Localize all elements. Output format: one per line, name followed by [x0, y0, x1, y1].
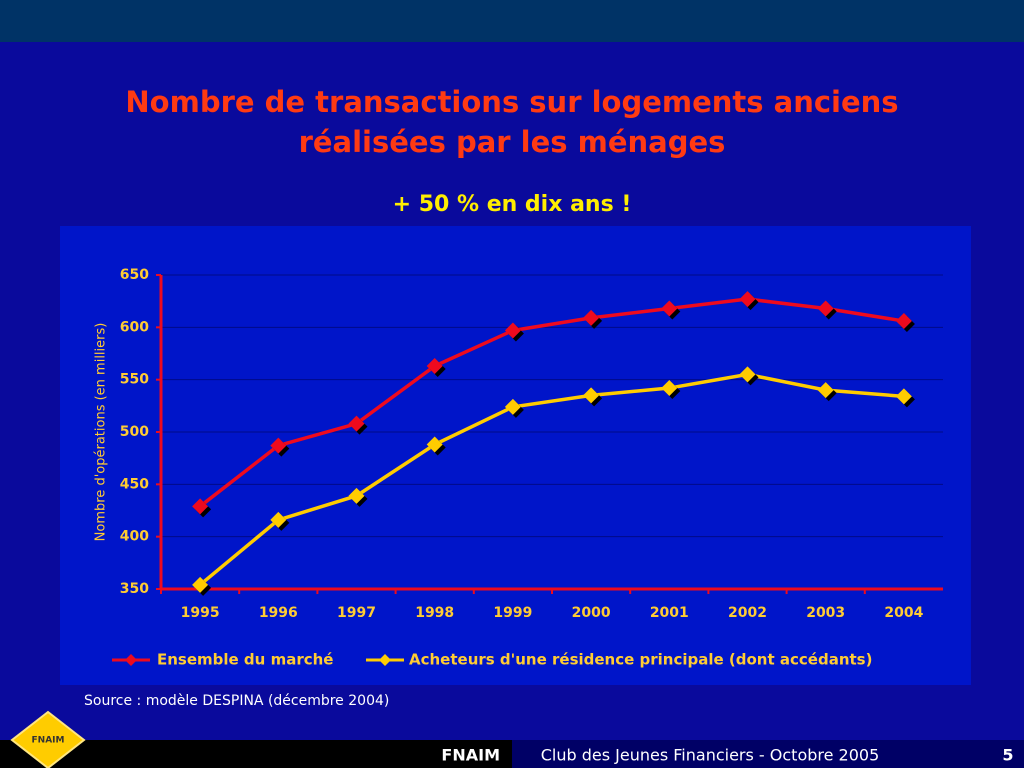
x-tick-label: 1997	[337, 605, 376, 621]
x-tick-label: 2004	[884, 605, 923, 621]
marker	[583, 309, 600, 326]
marker	[348, 415, 365, 432]
marker	[661, 300, 678, 317]
logo-text: FNAIM	[32, 736, 65, 746]
x-tick-label: 2000	[572, 605, 611, 621]
y-tick-label: 550	[120, 372, 149, 388]
x-tick-label: 1999	[493, 605, 532, 621]
marker	[817, 382, 834, 399]
x-tick-label: 2002	[728, 605, 767, 621]
marker	[817, 300, 834, 317]
marker	[661, 380, 678, 397]
logo	[10, 710, 86, 768]
x-tick-label: 1998	[415, 605, 454, 621]
x-tick-label: 2001	[650, 605, 689, 621]
y-tick-label: 350	[120, 581, 149, 597]
legend-label: Acheteurs d'une résidence principale (do…	[409, 651, 872, 669]
marker	[348, 487, 365, 504]
chart-panel	[60, 226, 971, 685]
source: Source : modèle DESPINA (décembre 2004)	[84, 693, 389, 709]
y-tick-label: 650	[120, 267, 149, 283]
marker	[426, 358, 443, 375]
marker	[426, 436, 443, 453]
marker	[192, 498, 209, 515]
chart-subtitle: + 50 % en dix ans !	[393, 192, 632, 217]
chart-title: Nombre de transactions sur logements anc…	[125, 85, 899, 159]
footer-panel	[512, 740, 1024, 768]
series-line	[199, 297, 905, 508]
marker	[739, 366, 756, 383]
marker	[895, 313, 912, 330]
y-axis-label: Nombre d'opérations (en milliers)	[94, 323, 109, 542]
y-tick-label: 400	[120, 529, 149, 545]
series-line	[198, 372, 905, 587]
marker	[192, 576, 209, 593]
legend-label: Ensemble du marché	[157, 651, 333, 669]
x-tick-label: 1996	[259, 605, 298, 621]
marker	[504, 322, 521, 339]
y-tick-label: 600	[120, 319, 149, 335]
legend-marker	[379, 654, 391, 666]
marker	[583, 387, 600, 404]
top-band	[0, 0, 1024, 42]
marker	[504, 398, 521, 415]
x-tick-label: 1995	[181, 605, 220, 621]
marker	[739, 291, 756, 308]
legend-marker	[125, 654, 137, 666]
marker	[270, 511, 287, 528]
marker	[895, 388, 912, 405]
footer-brand: FNAIM	[441, 746, 500, 765]
y-tick-label: 450	[120, 476, 149, 492]
x-tick-label: 2003	[806, 605, 845, 621]
page-number: 5	[1002, 746, 1013, 765]
y-tick-label: 500	[120, 424, 149, 440]
marker	[270, 437, 287, 454]
footer-event: Club des Jeunes Financiers - Octobre 200…	[541, 746, 880, 765]
